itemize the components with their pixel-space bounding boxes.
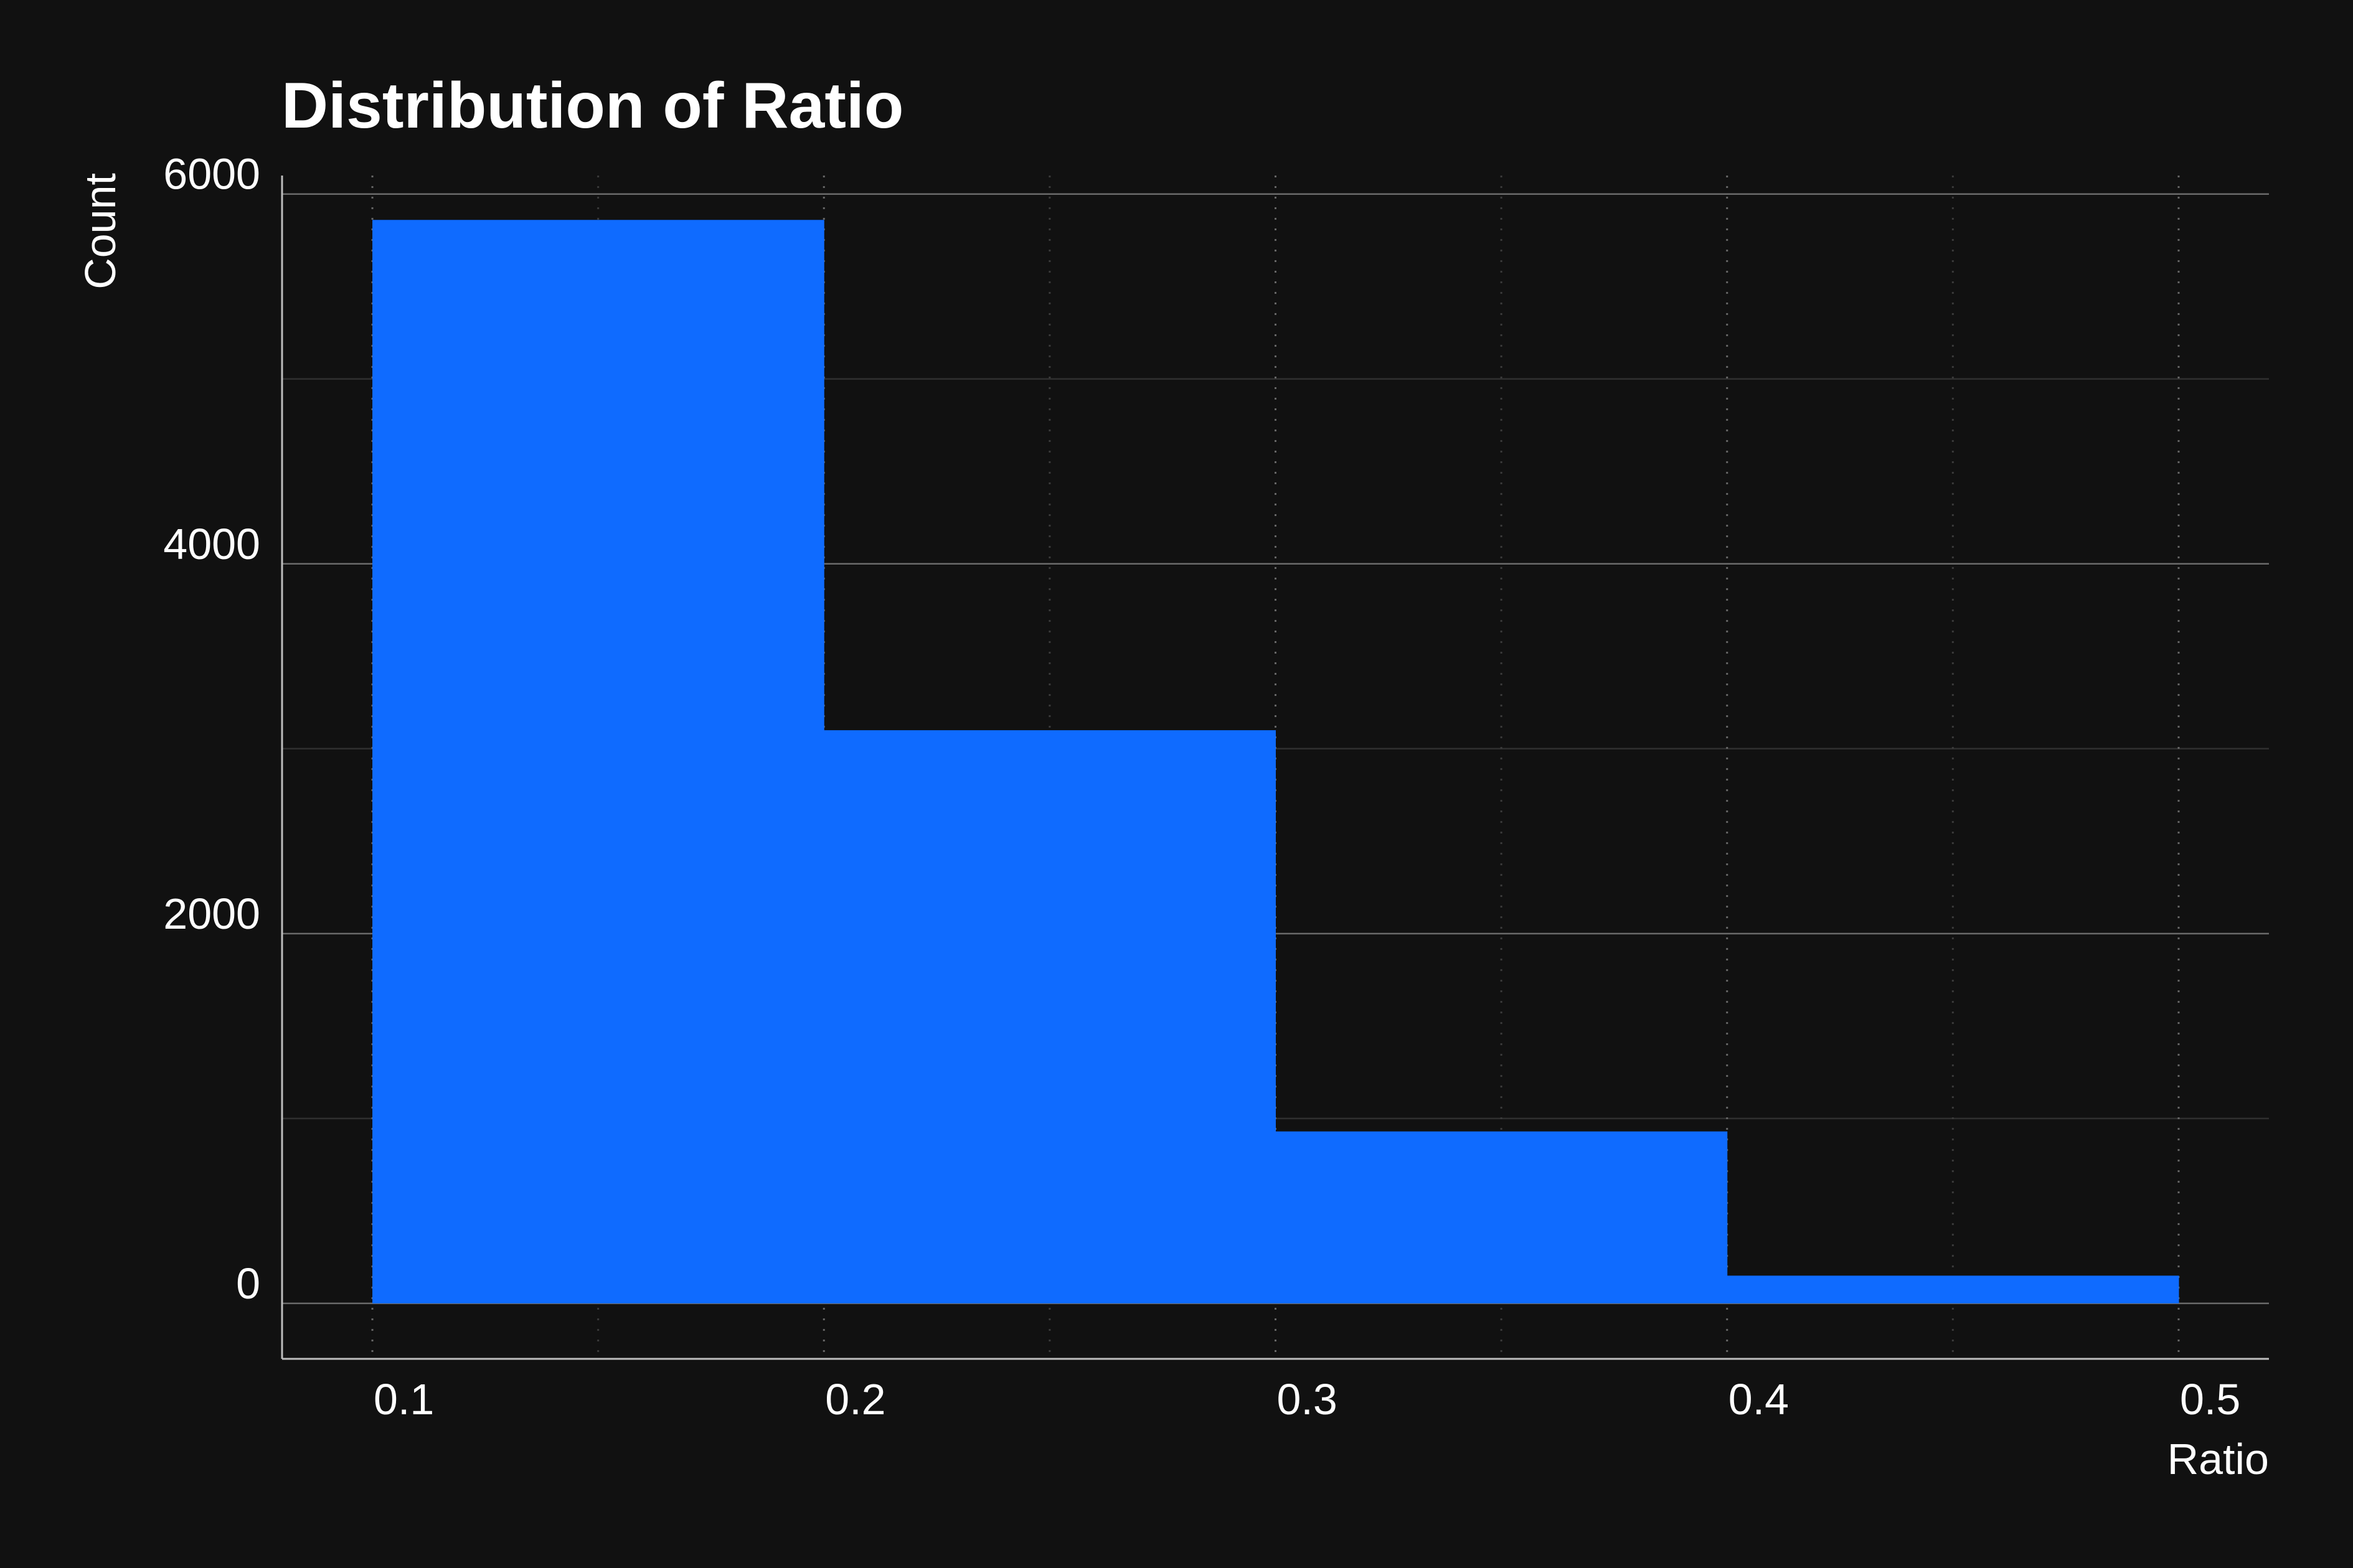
x-tick-label: 0.4 [1728,1375,1789,1424]
histogram-bar-2 [824,730,1276,1303]
y-tick-label: 0 [236,1259,260,1308]
y-tick-label: 6000 [163,150,260,199]
y-tick-label: 4000 [163,520,260,568]
x-tick-label: 0.3 [1277,1375,1337,1424]
y-tick-label: 2000 [163,890,260,938]
axes [281,176,2269,1360]
histogram-bar-1 [372,220,824,1303]
x-tick-labels: 0.1 0.2 0.3 0.4 0.5 [374,1375,2240,1424]
y-tick-labels: 0 2000 4000 6000 [163,150,260,1308]
x-axis-title: Ratio [2167,1435,2269,1483]
y-axis-title: Count [76,173,125,289]
x-tick-label: 0.1 [374,1375,434,1424]
chart-title: Distribution of Ratio [281,70,903,142]
histogram-bars [372,220,2179,1303]
histogram-bar-3 [1275,1131,1728,1303]
histogram-bar-4 [1727,1275,2179,1303]
x-tick-label: 0.5 [2180,1375,2240,1424]
x-tick-label: 0.2 [825,1375,885,1424]
